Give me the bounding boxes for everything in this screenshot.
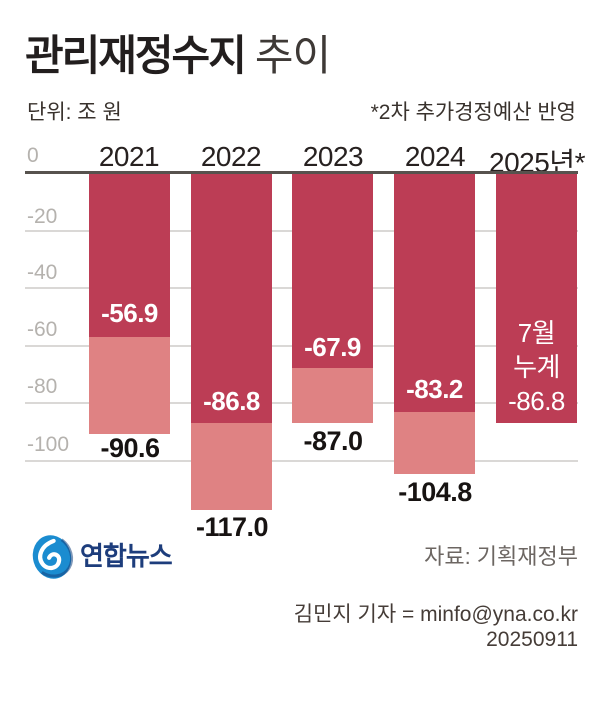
source-label: 자료: 기획재정부 — [424, 544, 578, 569]
ytick-60: -60 — [27, 318, 58, 341]
bar-2022-light — [191, 423, 272, 510]
bar-2024-light — [394, 412, 475, 474]
bar-2025-annotation: 7월 누계 -86.8 — [496, 316, 577, 418]
yonhap-logo-text: 연합뉴스 — [80, 541, 173, 571]
ytick-80: -80 — [27, 375, 58, 398]
bar-2022-dark-value: -86.8 — [203, 386, 260, 416]
bar-2025-dark-value: -86.8 — [508, 386, 565, 416]
ytick-0: 0 — [27, 144, 39, 167]
bar-2022-total-value: -117.0 — [195, 512, 269, 542]
credit-block: 김민지 기자 = minfo@yna.co.kr 20250911 — [294, 602, 578, 652]
bar-2025-annotation-line2: 누계 — [513, 352, 560, 382]
zero-axis-line — [25, 171, 578, 174]
title-sub: 추이 — [254, 32, 331, 79]
unit-label: 단위: 조 원 — [27, 101, 122, 124]
category-label-2023: 2023 — [302, 141, 364, 172]
ytick-20: -20 — [27, 205, 58, 228]
bar-2023-light — [292, 368, 373, 423]
bar-2022-dark — [191, 173, 272, 423]
bar-2021-dark — [89, 173, 170, 337]
page-title: 관리재정수지 추이 — [25, 22, 331, 83]
bar-2023-total-value: -87.0 — [303, 426, 363, 456]
bar-2025-annotation-line1: 7월 — [517, 318, 556, 348]
bar-2024-dark-value: -83.2 — [406, 374, 463, 404]
date-line: 20250911 — [486, 628, 578, 651]
bar-2023-dark — [292, 173, 373, 368]
bar-2021-total-value: -90.6 — [100, 433, 160, 463]
bar-2024-total-value: -104.8 — [398, 477, 472, 507]
bar-2021-light — [89, 337, 170, 434]
ytick-40: -40 — [27, 261, 58, 284]
category-label-2022: 2022 — [200, 141, 262, 172]
yonhap-logo-icon — [28, 533, 76, 581]
bar-2023-dark-value: -67.9 — [304, 332, 361, 362]
credit-line: 김민지 기자 = minfo@yna.co.kr — [293, 603, 578, 626]
bar-2021-dark-value: -56.9 — [101, 298, 158, 328]
bar-2024-dark — [394, 173, 475, 412]
bar-2025-dark — [496, 173, 577, 423]
gridline-100 — [25, 460, 578, 462]
category-label-2021: 2021 — [98, 141, 160, 172]
footnote-label: *2차 추가경정예산 반영 — [370, 101, 576, 124]
category-label-2024: 2024 — [404, 141, 466, 172]
title-main: 관리재정수지 — [25, 32, 247, 79]
ytick-100: -100 — [27, 433, 70, 456]
